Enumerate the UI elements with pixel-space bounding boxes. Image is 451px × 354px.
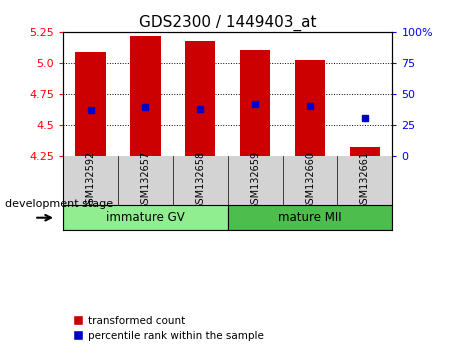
Bar [63, 205, 228, 230]
Legend: transformed count, percentile rank within the sample: transformed count, percentile rank withi… [69, 312, 268, 345]
Bar [185, 41, 216, 156]
Text: GSM132661: GSM132661 [360, 151, 370, 210]
Text: mature MII: mature MII [278, 211, 342, 224]
Bar [295, 61, 325, 156]
Bar [240, 51, 270, 156]
Title: GDS2300 / 1449403_at: GDS2300 / 1449403_at [139, 14, 317, 30]
Bar [350, 147, 380, 156]
Text: GSM132592: GSM132592 [86, 151, 96, 210]
Text: GSM132657: GSM132657 [140, 151, 151, 210]
Bar [228, 205, 392, 230]
Text: development stage: development stage [5, 199, 113, 209]
Text: GSM132660: GSM132660 [305, 151, 315, 210]
Bar [130, 36, 161, 156]
Text: GSM132659: GSM132659 [250, 151, 260, 210]
Text: GSM132658: GSM132658 [195, 151, 205, 210]
Text: immature GV: immature GV [106, 211, 185, 224]
Bar [75, 52, 106, 156]
